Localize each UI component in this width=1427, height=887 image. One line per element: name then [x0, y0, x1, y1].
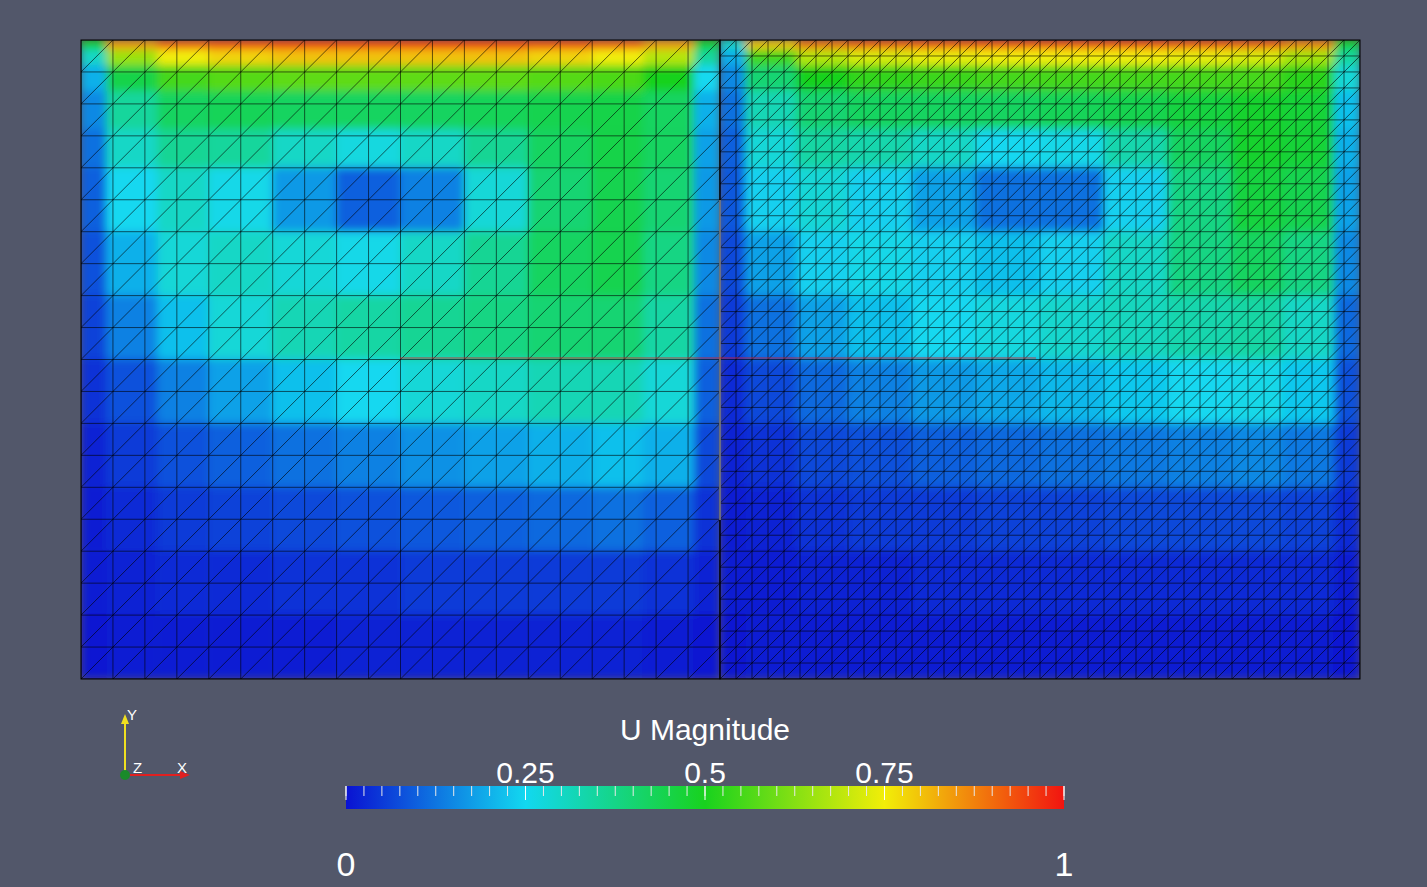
- minor-tick: [812, 786, 813, 796]
- triad-label: Y: [127, 706, 137, 723]
- cell: [746, 91, 797, 129]
- minor-tick: [651, 786, 652, 796]
- cell: [720, 40, 746, 50]
- tick-label: 0.75: [855, 756, 913, 789]
- cell: [694, 50, 720, 66]
- cell: [746, 66, 797, 92]
- minor-tick: [920, 786, 921, 796]
- tick: [1064, 786, 1065, 800]
- cell: [720, 66, 746, 92]
- cell: [81, 50, 107, 66]
- cell: [797, 66, 848, 92]
- cell: [694, 66, 720, 92]
- minor-tick: [1010, 786, 1011, 796]
- minor-tick: [597, 786, 598, 796]
- cell: [107, 40, 158, 50]
- minor-tick: [992, 786, 993, 796]
- cell: [158, 129, 209, 167]
- minor-tick: [615, 786, 616, 796]
- tick-label: 0.5: [684, 756, 726, 789]
- tick-label: 1: [1055, 845, 1074, 883]
- tick-label: 0.25: [496, 756, 554, 789]
- tick-label: 0: [337, 845, 356, 883]
- background: [0, 0, 1427, 887]
- cell: [1334, 50, 1360, 66]
- cell: [158, 91, 209, 129]
- mesh: [81, 40, 720, 679]
- cell: [643, 129, 694, 167]
- triad-label: Z: [133, 759, 142, 776]
- cell: [592, 129, 643, 167]
- triad-axis: [120, 770, 130, 780]
- triad-axis: [124, 722, 126, 775]
- cell: [1232, 129, 1283, 167]
- minor-tick: [1046, 786, 1047, 796]
- cell: [1283, 91, 1334, 129]
- cell: [1334, 40, 1360, 50]
- field: [720, 40, 1360, 679]
- cell: [1283, 129, 1334, 167]
- minor-tick: [399, 786, 400, 796]
- minor-tick: [561, 786, 562, 796]
- field: [81, 40, 720, 679]
- center-axis: [400, 358, 1036, 359]
- cell: [158, 66, 209, 92]
- cell: [81, 91, 107, 129]
- minor-tick: [740, 786, 741, 796]
- panel-frame: [81, 40, 720, 679]
- cell: [746, 40, 797, 50]
- colorbar-title: U Magnitude: [620, 713, 790, 746]
- cell: [797, 91, 848, 129]
- figure: 0 0.25 0.5 0.75 1 U Magnitude Y Z X: [0, 0, 1427, 887]
- minor-tick: [489, 786, 490, 796]
- minor-tick: [381, 786, 382, 796]
- cell: [643, 66, 694, 92]
- minor-tick: [453, 786, 454, 796]
- triad-label: X: [177, 759, 187, 776]
- cell: [797, 129, 848, 167]
- cell: [746, 50, 797, 66]
- colorbar: [346, 786, 1064, 809]
- cell: [643, 50, 694, 66]
- minor-tick: [1028, 786, 1029, 796]
- minor-tick: [669, 786, 670, 796]
- minor-tick: [830, 786, 831, 796]
- minor-tick: [417, 786, 418, 796]
- center-axis: [720, 200, 721, 520]
- cell: [107, 50, 158, 66]
- minor-tick: [579, 786, 580, 796]
- cell: [81, 129, 107, 167]
- cell: [694, 40, 720, 50]
- cell: [643, 91, 694, 129]
- minor-tick: [471, 786, 472, 796]
- mesh: [720, 40, 1360, 679]
- panel-frame: [720, 40, 1360, 679]
- minor-tick: [794, 786, 795, 796]
- cell: [1232, 50, 1283, 66]
- cell: [592, 40, 643, 50]
- cell: [592, 50, 643, 66]
- minor-tick: [758, 786, 759, 796]
- minor-tick: [956, 786, 957, 796]
- minor-tick: [938, 786, 939, 796]
- cell: [107, 66, 158, 92]
- cell: [107, 91, 158, 129]
- panel: [720, 40, 1360, 679]
- colorbar-axis: 0 0.25 0.5 0.75 1: [337, 756, 1074, 883]
- minor-tick: [776, 786, 777, 796]
- minor-tick: [633, 786, 634, 796]
- minor-tick: [435, 786, 436, 796]
- cell: [81, 66, 107, 92]
- cell: [694, 91, 720, 129]
- orientation-triad: Y Z X: [120, 706, 190, 780]
- minor-tick: [363, 786, 364, 796]
- cell: [1283, 66, 1334, 92]
- cell: [81, 40, 107, 50]
- minor-tick: [848, 786, 849, 796]
- tick: [346, 786, 347, 800]
- panel: [81, 40, 720, 679]
- minor-tick: [974, 786, 975, 796]
- cell: [720, 91, 746, 129]
- cell: [1334, 66, 1360, 92]
